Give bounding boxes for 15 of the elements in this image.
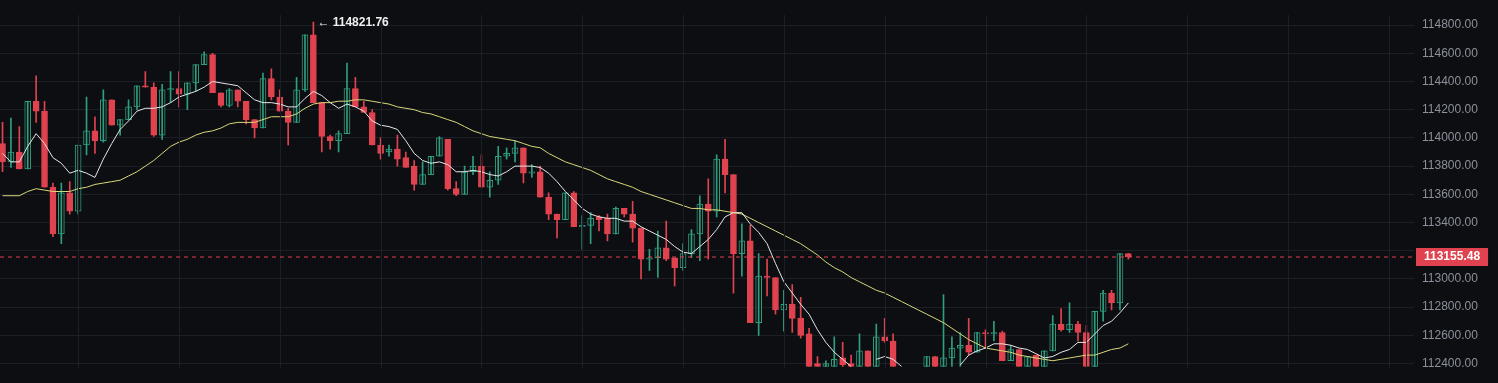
y-tick-label: 113400.00	[1422, 214, 1479, 229]
y-tick-label: 113800.00	[1422, 158, 1479, 173]
y-tick-label: 114000.00	[1422, 130, 1479, 145]
y-tick-label: 113000.00	[1422, 271, 1479, 286]
y-tick-label: 114800.00	[1422, 17, 1479, 32]
y-tick-label: 114600.00	[1422, 45, 1479, 60]
y-tick-label: 113600.00	[1422, 186, 1479, 201]
ref-line-label: 113155.48	[1424, 249, 1481, 264]
y-tick-label: 112600.00	[1422, 327, 1479, 342]
y-tick-label: 114200.00	[1422, 102, 1479, 117]
y-tick-label: 112800.00	[1422, 299, 1479, 314]
annotation: ← 114821.76	[317, 14, 390, 29]
y-tick-label: 114400.00	[1422, 73, 1479, 88]
y-tick-label: 112400.00	[1422, 355, 1479, 370]
candlestick	[528, 164, 536, 178]
